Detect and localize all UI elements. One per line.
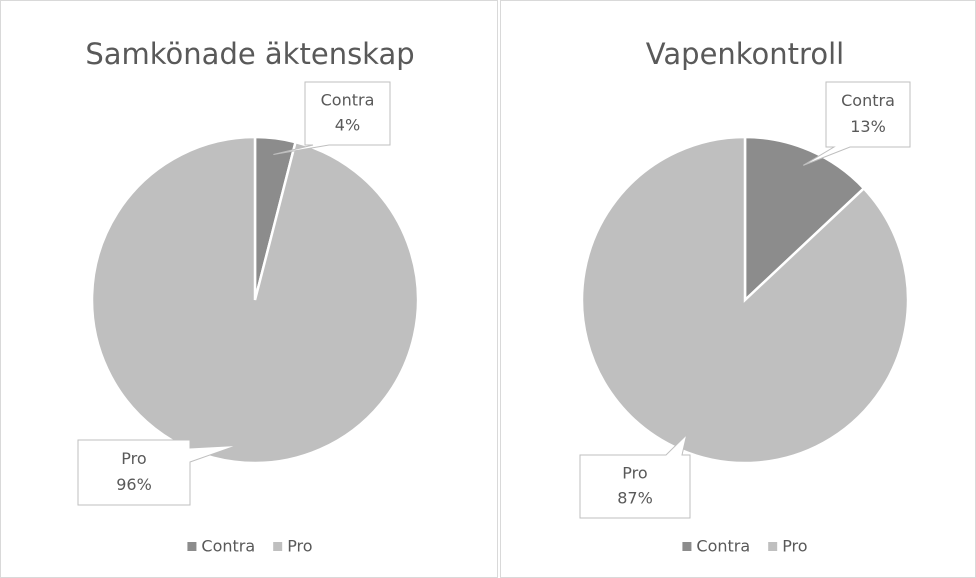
data-label: 4% <box>335 116 360 135</box>
data-label-callout <box>579 433 691 519</box>
data-label-category: Pro <box>121 449 146 468</box>
data-label: 13% <box>850 117 886 136</box>
data-label: 87% <box>617 489 653 508</box>
legend-label: Pro <box>782 537 807 556</box>
pie-slice <box>90 135 420 465</box>
data-label-callout <box>273 81 391 155</box>
data-label-category: Contra <box>841 91 895 110</box>
data-label-callout <box>77 439 237 506</box>
data-label-callout <box>803 81 911 166</box>
legend: Contra Pro <box>187 537 313 556</box>
pie-slice <box>743 135 866 303</box>
legend-label: Contra <box>201 537 255 556</box>
chart-title: Samkönade äktenskap <box>85 37 414 71</box>
legend-swatch <box>187 542 197 551</box>
data-label-category: Contra <box>321 90 375 109</box>
data-label-category: Pro <box>622 463 647 482</box>
legend: Contra Pro <box>682 537 808 556</box>
legend-swatch <box>682 542 692 551</box>
chart-title: Vapenkontroll <box>646 37 844 71</box>
legend-swatch <box>768 542 778 551</box>
legend-label: Contra <box>696 537 750 556</box>
data-label: 96% <box>116 475 152 494</box>
legend-swatch <box>273 542 283 551</box>
legend-label: Pro <box>287 537 312 556</box>
